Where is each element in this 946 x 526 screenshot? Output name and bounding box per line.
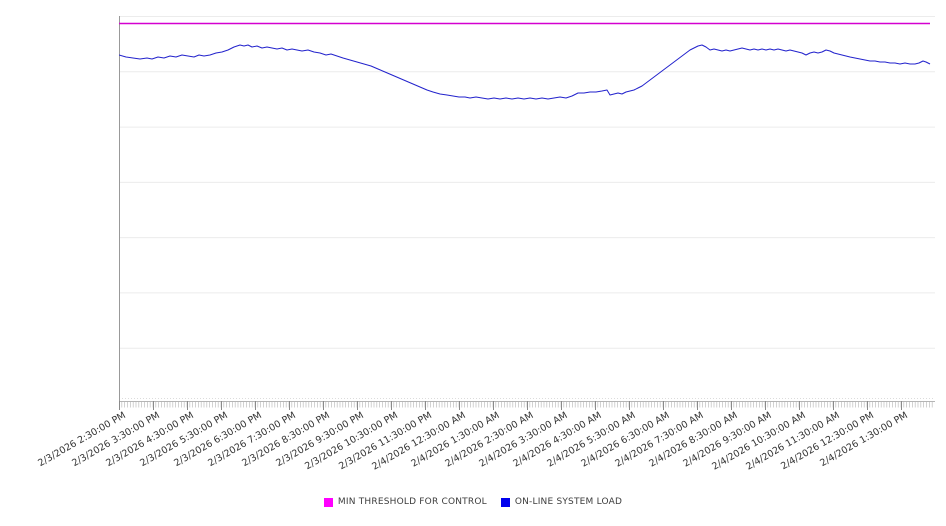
x-tick-label: 2/4/2026 8:30:00 AM <box>647 410 740 470</box>
x-tick-label: 2/3/2026 10:30:00 PM <box>302 410 400 473</box>
x-tick-label: 2/3/2026 9:30:00 PM <box>274 410 366 470</box>
x-tick-label: 2/4/2026 2:30:00 AM <box>443 410 536 470</box>
x-tick-label: 2/4/2026 9:30:00 AM <box>681 410 774 470</box>
x-tick-label: 2/3/2026 5:30:00 PM <box>138 410 230 470</box>
x-tick-label: 2/4/2026 12:30:00 PM <box>778 410 876 473</box>
x-tick-label: 2/3/2026 3:30:00 PM <box>70 410 162 470</box>
x-tick-label: 2/4/2026 1:30:00 AM <box>409 410 502 470</box>
x-tick-label: 2/4/2026 4:30:00 AM <box>511 410 604 470</box>
legend-label-min-threshold: MIN THRESHOLD FOR CONTROL <box>337 497 487 507</box>
x-tick-label: 2/3/2026 2:30:00 PM <box>36 410 128 470</box>
x-tick-label: 2/4/2026 5:30:00 AM <box>545 410 638 470</box>
x-tick-label: 2/3/2026 6:30:00 PM <box>172 410 264 470</box>
x-tick-label: 2/3/2026 8:30:00 PM <box>240 410 332 470</box>
x-tick-label: 2/4/2026 12:30:00 AM <box>370 410 468 473</box>
x-axis <box>119 401 935 413</box>
x-tick-label: 2/3/2026 4:30:00 PM <box>104 410 196 470</box>
x-tick-label: 2/4/2026 7:30:00 AM <box>613 410 706 470</box>
x-tick-label: 2/3/2026 11:30:00 PM <box>336 410 434 473</box>
x-tick-label: 2/3/2026 7:30:00 PM <box>206 410 298 470</box>
x-tick-label: 2/4/2026 3:30:00 AM <box>477 410 570 470</box>
plot-area <box>119 16 935 403</box>
plot-canvas <box>119 16 935 403</box>
chart-legend: MIN THRESHOLD FOR CONTROL ON-LINE SYSTEM… <box>0 497 946 507</box>
x-tick-label: 2/4/2026 1:30:00 PM <box>818 410 910 470</box>
x-tick-label: 2/4/2026 6:30:00 AM <box>579 410 672 470</box>
legend-item-online-system-load[interactable]: ON-LINE SYSTEM LOAD <box>500 497 623 507</box>
legend-swatch-min-threshold <box>323 497 333 507</box>
x-axis-ticks <box>119 401 935 410</box>
legend-item-min-threshold[interactable]: MIN THRESHOLD FOR CONTROL <box>323 497 487 507</box>
x-tick-label: 2/4/2026 11:30:00 AM <box>744 410 842 473</box>
legend-swatch-online-system-load <box>500 497 510 507</box>
x-tick-label: 2/4/2026 10:30:00 AM <box>710 410 808 473</box>
legend-label-online-system-load: ON-LINE SYSTEM LOAD <box>514 497 623 507</box>
